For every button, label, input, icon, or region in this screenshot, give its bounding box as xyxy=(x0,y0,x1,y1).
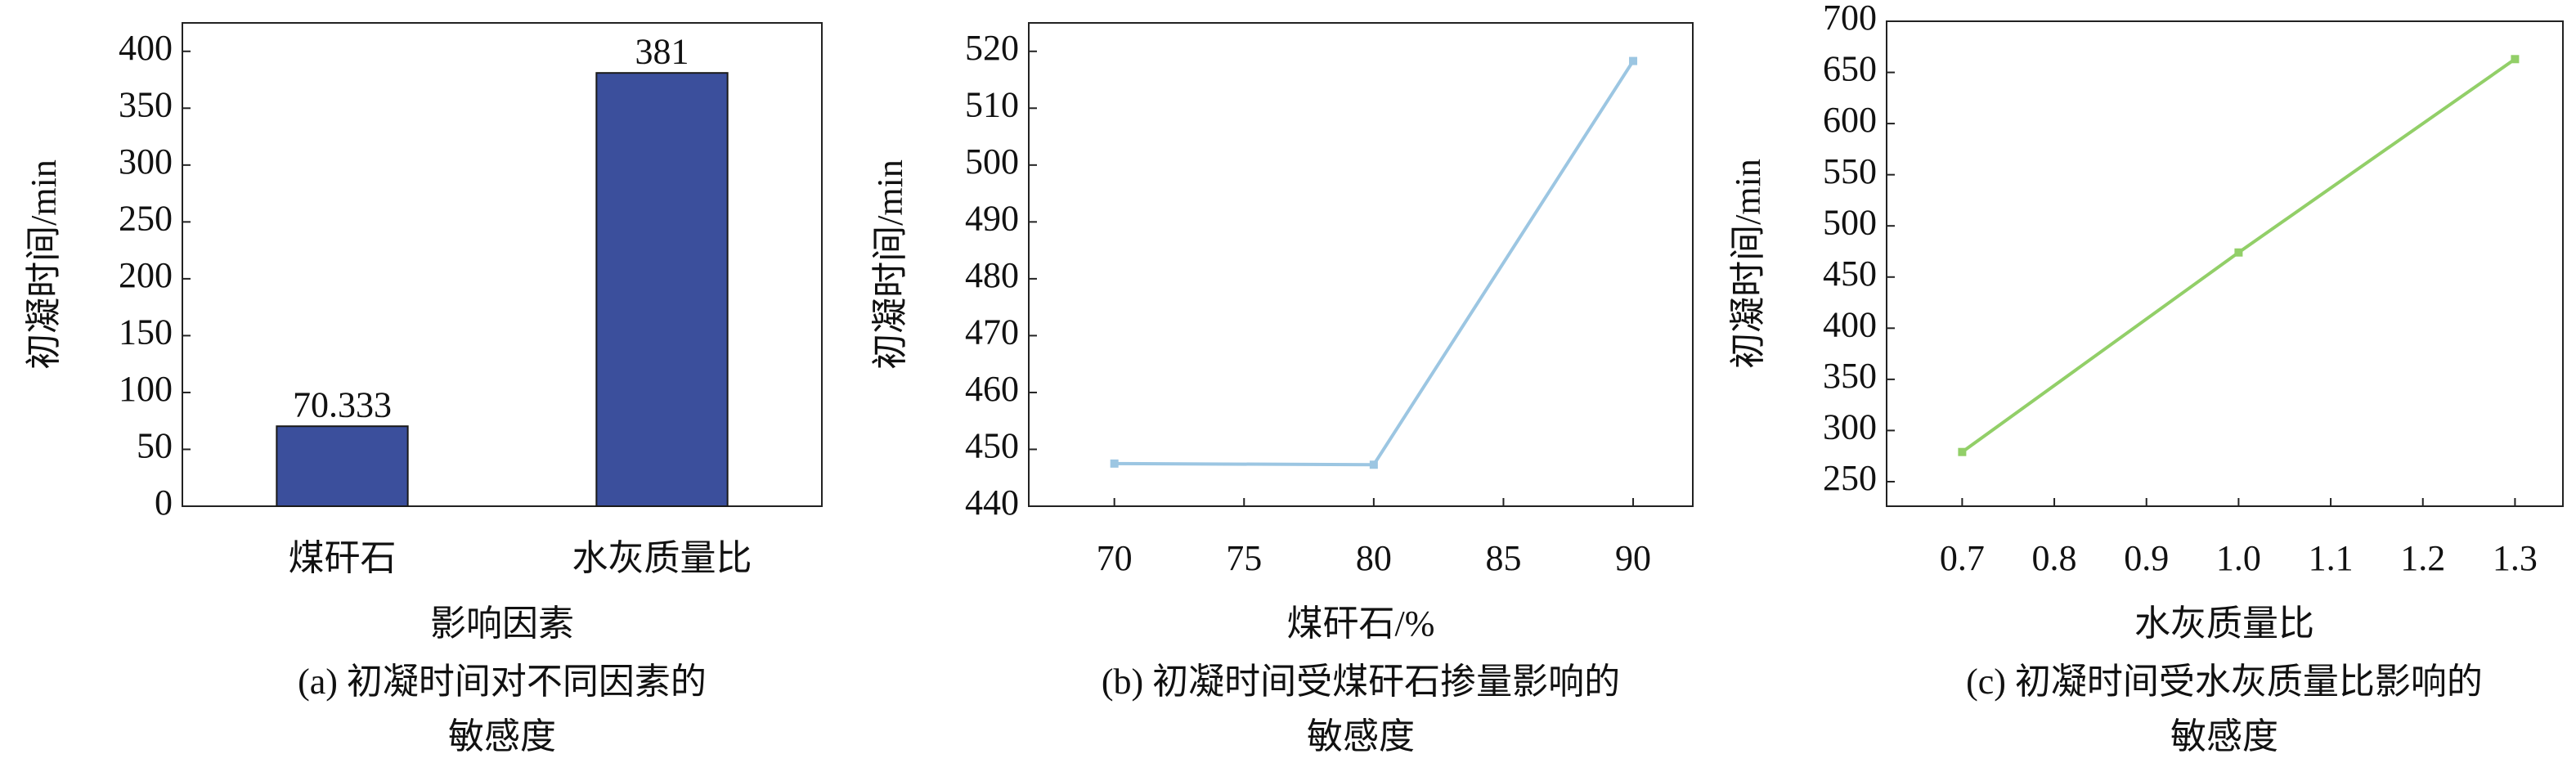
y-tick-label: 450 xyxy=(965,426,1019,466)
y-tick-label: 250 xyxy=(119,198,173,238)
y-axis-title: 初凝时间/min xyxy=(870,159,910,370)
y-axis-title: 初凝时间/min xyxy=(1728,159,1768,369)
y-tick-label: 600 xyxy=(1823,100,1877,140)
bar xyxy=(276,425,409,507)
y-tick-label: 500 xyxy=(965,141,1019,182)
marker xyxy=(1958,447,1967,456)
y-tick-label: 400 xyxy=(119,28,173,68)
y-tick-label: 300 xyxy=(1823,407,1877,447)
y-tick-label: 300 xyxy=(119,141,173,182)
x-axis-title: 水灰质量比 xyxy=(2134,604,2314,644)
y-tick-label: 510 xyxy=(965,84,1019,124)
plot-frame xyxy=(182,22,823,507)
x-tick-label: 煤矸石 xyxy=(289,538,397,578)
caption: (c) 初凝时间受水灰质量比影响的 xyxy=(1966,662,2483,702)
caption: (b) 初凝时间受煤矸石掺量影响的 xyxy=(1102,662,1620,702)
y-tick-label: 490 xyxy=(965,198,1019,238)
plot-frame xyxy=(1886,20,2564,507)
x-tick-label: 85 xyxy=(1485,538,1521,578)
y-tick-label: 0 xyxy=(155,482,173,523)
y-tick-label: 350 xyxy=(119,84,173,124)
marker xyxy=(1369,460,1378,469)
caption: 敏感度 xyxy=(1307,716,1415,756)
x-tick-label: 75 xyxy=(1226,538,1262,578)
line xyxy=(1114,60,1635,467)
x-tick-label: 70 xyxy=(1097,538,1133,578)
x-tick-label: 90 xyxy=(1615,538,1651,578)
y-tick-label: 650 xyxy=(1823,49,1877,89)
caption: 敏感度 xyxy=(448,716,556,756)
marker xyxy=(2234,248,2243,257)
value-label: 381 xyxy=(635,31,689,71)
marker xyxy=(2511,55,2520,64)
x-tick-label: 水灰质量比 xyxy=(572,538,752,578)
x-axis-title: 影响因素 xyxy=(430,604,574,644)
plot-frame xyxy=(1028,22,1694,507)
y-tick-label: 460 xyxy=(965,369,1019,409)
y-axis-title: 初凝时间/min xyxy=(24,159,64,370)
bar xyxy=(595,72,729,508)
x-tick-label: 80 xyxy=(1356,538,1392,578)
y-tick-label: 520 xyxy=(965,28,1019,68)
y-tick-label: 470 xyxy=(965,312,1019,352)
y-tick-label: 400 xyxy=(1823,304,1877,344)
x-tick-label: 0.8 xyxy=(2032,538,2077,578)
y-tick-label: 480 xyxy=(965,255,1019,295)
marker xyxy=(1110,459,1119,468)
x-tick-label: 1.0 xyxy=(2216,538,2261,578)
x-tick-label: 1.3 xyxy=(2493,538,2538,578)
y-tick-label: 450 xyxy=(1823,254,1877,294)
y-tick-label: 700 xyxy=(1823,0,1877,38)
x-tick-label: 0.9 xyxy=(2124,538,2169,578)
y-tick-label: 250 xyxy=(1823,458,1877,498)
x-axis-title: 煤矸石/% xyxy=(1287,604,1435,644)
x-tick-label: 1.2 xyxy=(2400,538,2445,578)
caption: (a) 初凝时间对不同因素的 xyxy=(298,662,707,702)
y-tick-label: 350 xyxy=(1823,356,1877,396)
y-tick-label: 50 xyxy=(137,426,173,466)
y-tick-label: 550 xyxy=(1823,151,1877,191)
y-tick-label: 200 xyxy=(119,255,173,295)
marker xyxy=(1629,56,1638,65)
y-tick-label: 440 xyxy=(965,482,1019,523)
y-tick-label: 150 xyxy=(119,312,173,352)
y-tick-label: 500 xyxy=(1823,202,1877,242)
caption: 敏感度 xyxy=(2170,716,2278,756)
value-label: 70.333 xyxy=(293,384,392,424)
x-tick-label: 0.7 xyxy=(1940,538,1985,578)
y-tick-label: 100 xyxy=(119,369,173,409)
x-tick-label: 1.1 xyxy=(2309,538,2354,578)
